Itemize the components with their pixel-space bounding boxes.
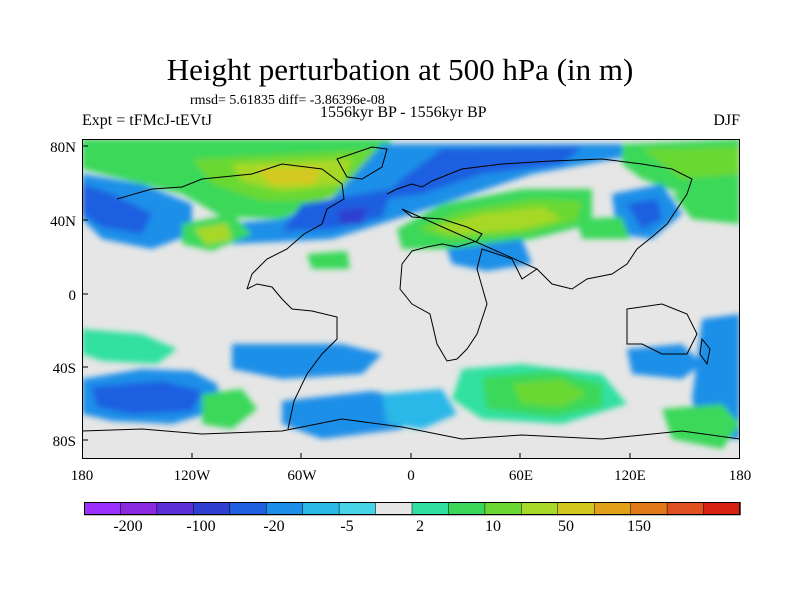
season-label: DJF bbox=[713, 112, 740, 129]
lat-tick-label: 40S bbox=[52, 361, 76, 377]
colorbar-cell bbox=[484, 502, 523, 516]
colorbar-cell bbox=[703, 502, 741, 516]
contour-map bbox=[82, 139, 740, 459]
lon-tick-label: 120E bbox=[614, 468, 646, 484]
lon-tick-label: 120W bbox=[173, 468, 211, 484]
colorbar-label: 150 bbox=[627, 518, 651, 535]
colorbar-cell bbox=[302, 502, 340, 516]
colorbar-cell bbox=[448, 502, 486, 516]
lat-tick-label: 0 bbox=[68, 288, 77, 304]
colorbar-label: 2 bbox=[416, 518, 424, 535]
lon-tick-label: 180 bbox=[728, 468, 752, 484]
colorbar-cell bbox=[84, 502, 122, 516]
colorbar-label: -100 bbox=[186, 518, 216, 535]
lat-tick-label: 40N bbox=[50, 214, 76, 230]
colorbar-label: -5 bbox=[340, 518, 354, 535]
map-ticks bbox=[82, 145, 631, 459]
period-label: 1556kyr BP - 1556kyr BP bbox=[320, 104, 487, 121]
colorbar-cell bbox=[593, 502, 632, 516]
plot-title: Height perturbation at 500 hPa (in m) bbox=[166, 52, 634, 87]
coastlines bbox=[82, 146, 740, 440]
contour-fill-layer bbox=[82, 139, 740, 449]
lat-tick-label: 80S bbox=[52, 434, 76, 450]
colorbar-cell bbox=[666, 502, 705, 516]
colorbar-cell bbox=[411, 502, 450, 516]
colorbar-cell bbox=[265, 502, 304, 516]
experiment-label: Expt = tFMcJ-tEVtJ bbox=[82, 112, 212, 129]
colorbar-label: 10 bbox=[485, 518, 501, 535]
colorbar-cell bbox=[375, 502, 413, 516]
colorbar-cell bbox=[557, 502, 595, 516]
colorbar-cell bbox=[229, 502, 267, 516]
colorbar-cell bbox=[156, 502, 195, 516]
colorbar-cell bbox=[120, 502, 158, 516]
lon-tick-label: 0 bbox=[407, 468, 415, 484]
colorbar-cell bbox=[338, 502, 377, 516]
colorbar-cell bbox=[630, 502, 668, 516]
colorbar-label: -200 bbox=[113, 518, 143, 535]
colorbar-label: 50 bbox=[558, 518, 574, 535]
colorbar-cell bbox=[521, 502, 559, 516]
lon-tick-label: 60W bbox=[287, 468, 317, 484]
lon-tick-label: 180 bbox=[70, 468, 94, 484]
colorbar-frame bbox=[84, 502, 740, 515]
colorbar-label: -20 bbox=[263, 518, 285, 535]
lat-tick-label: 80N bbox=[50, 140, 76, 156]
colorbar-cell bbox=[193, 502, 231, 516]
stats-text: rmsd= 5.61835 diff= -3.86396e-08 bbox=[190, 93, 385, 108]
lon-tick-label: 60E bbox=[508, 468, 534, 484]
colorbar bbox=[84, 502, 741, 516]
